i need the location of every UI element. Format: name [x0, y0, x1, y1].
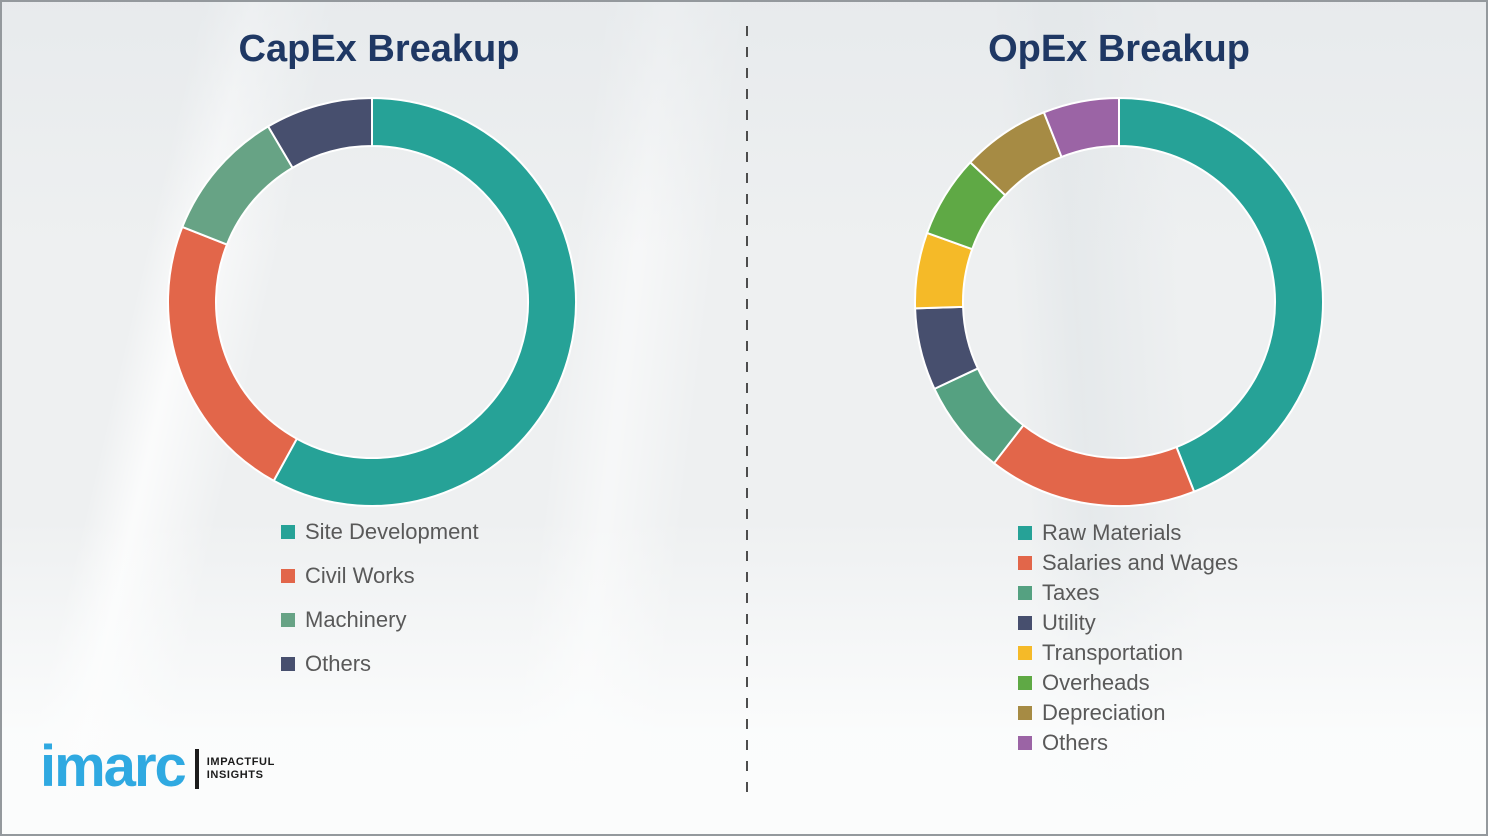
imarc-logo-separator-bar [194, 749, 199, 789]
opex-segment-others [1042, 97, 1120, 158]
opex-legend-item-overheads: Overheads [1018, 668, 1238, 698]
opex-legend-item-others: Others [1018, 728, 1238, 758]
opex-segment-salaries-and-wages [992, 424, 1196, 507]
divider-dashed-line [746, 26, 748, 792]
capex-legend-label-site-development: Site Development [305, 519, 479, 544]
opex-legend-item-transportation: Transportation [1018, 638, 1238, 668]
opex-chart-title: OpEx Breakup [988, 28, 1250, 70]
opex-legend-label-others: Others [1042, 730, 1109, 755]
capex-legend-label-civil-works: Civil Works [305, 563, 415, 588]
imarc-logo: imarc IMPACTFUL INSIGHTS [40, 738, 275, 796]
opex-legend-swatch-raw-materials [1018, 526, 1032, 540]
opex-legend-swatch-depreciation [1018, 706, 1032, 720]
capex-legend: Site Development Civil Works Machinery Othe… [281, 510, 479, 686]
opex-legend-label-raw-materials: Raw Materials [1042, 520, 1182, 545]
capex-segment-site-development [272, 97, 577, 507]
capex-legend-swatch-site-development [281, 525, 295, 539]
opex-legend-item-depreciation: Depreciation [1018, 698, 1238, 728]
capex-donut-chart [167, 97, 577, 507]
capex-segment-machinery [181, 125, 294, 246]
capex-segment-others [267, 97, 373, 169]
imarc-logo-tagline: IMPACTFUL INSIGHTS [207, 756, 275, 782]
capex-legend-swatch-machinery [281, 613, 295, 627]
imarc-logo-wordmark: imarc [40, 734, 187, 799]
imarc-tagline-line2: INSIGHTS [206, 769, 264, 781]
opex-legend-label-salaries-and-wages: Salaries and Wages [1042, 550, 1239, 575]
opex-legend-swatch-overheads [1018, 676, 1032, 690]
capex-segment-civil-works [167, 225, 298, 482]
opex-legend-swatch-others [1018, 736, 1032, 750]
capex-legend-swatch-civil-works [281, 569, 295, 583]
opex-legend-label-utility: Utility [1042, 610, 1096, 635]
capex-legend-swatch-others [281, 657, 295, 671]
opex-legend-swatch-utility [1018, 616, 1032, 630]
opex-legend-swatch-transportation [1018, 646, 1032, 660]
opex-legend-item-utility: Utility [1018, 608, 1238, 638]
opex-legend-item-taxes: Taxes [1018, 578, 1238, 608]
capex-chart-title: CapEx Breakup [238, 28, 520, 70]
opex-legend: Raw Materials Salaries and Wages Taxes Util… [1018, 518, 1238, 758]
capex-legend-label-machinery: Machinery [305, 607, 407, 632]
opex-legend-label-overheads: Overheads [1042, 670, 1150, 695]
opex-legend-swatch-taxes [1018, 586, 1032, 600]
capex-legend-item-others: Others [281, 642, 479, 686]
opex-legend-label-depreciation: Depreciation [1042, 700, 1166, 725]
opex-legend-item-raw-materials: Raw Materials [1018, 518, 1238, 548]
capex-legend-item-civil-works: Civil Works [281, 554, 479, 598]
opex-donut-chart [914, 97, 1324, 507]
capex-legend-item-machinery: Machinery [281, 598, 479, 642]
opex-legend-swatch-salaries-and-wages [1018, 556, 1032, 570]
opex-legend-label-transportation: Transportation [1042, 640, 1184, 665]
imarc-tagline-line1: IMPACTFUL [206, 756, 275, 768]
opex-legend-item-salaries-and-wages: Salaries and Wages [1018, 548, 1238, 578]
opex-segment-raw-materials [1118, 97, 1324, 493]
capex-legend-label-others: Others [305, 651, 372, 676]
opex-legend-label-taxes: Taxes [1042, 580, 1100, 605]
capex-legend-item-site-development: Site Development [281, 510, 479, 554]
